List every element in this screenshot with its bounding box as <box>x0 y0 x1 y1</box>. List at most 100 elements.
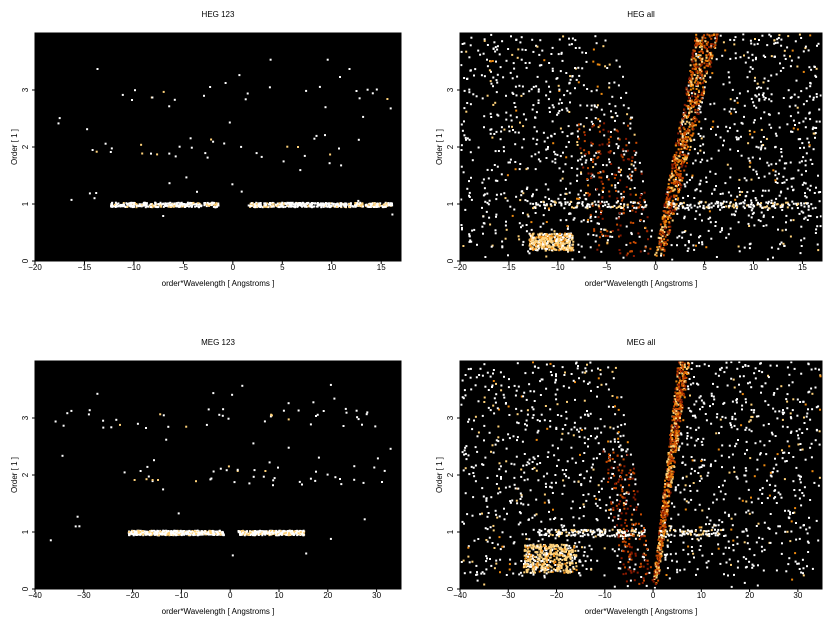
event-pixel <box>664 211 667 214</box>
event-pixel <box>735 136 738 139</box>
event-pixel <box>277 533 280 536</box>
event-pixel <box>535 244 538 247</box>
event-pixel <box>709 76 712 79</box>
event-pixel <box>704 80 707 83</box>
event-pixel <box>812 132 815 135</box>
event-pixel <box>802 120 805 123</box>
event-pixel <box>499 138 502 141</box>
event-pixel <box>522 240 525 243</box>
event-pixel <box>680 121 683 124</box>
event-pixel <box>608 161 611 164</box>
event-pixel <box>665 197 668 200</box>
event-pixel <box>162 90 165 93</box>
event-pixel <box>167 425 170 428</box>
event-pixel <box>479 513 482 516</box>
event-pixel <box>142 204 145 207</box>
event-pixel <box>645 204 648 207</box>
event-pixel <box>688 76 691 79</box>
event-pixel <box>593 124 595 127</box>
event-pixel <box>796 207 799 209</box>
event-pixel <box>531 108 534 111</box>
event-pixel <box>642 220 645 223</box>
event-pixel <box>134 89 136 92</box>
event-pixel <box>698 57 701 59</box>
event-pixel <box>537 540 540 543</box>
event-pixel <box>562 237 565 240</box>
event-pixel <box>529 243 531 246</box>
event-pixel <box>521 243 524 246</box>
event-pixel <box>748 205 751 208</box>
event-pixel <box>559 70 562 73</box>
event-pixel <box>137 529 140 532</box>
event-pixel <box>540 240 543 243</box>
event-pixel <box>595 210 597 213</box>
event-pixel <box>816 225 819 228</box>
event-pixel <box>547 241 550 244</box>
event-pixel <box>627 124 629 127</box>
event-pixel <box>286 202 289 205</box>
event-pixel <box>272 532 275 535</box>
event-pixel <box>370 204 373 207</box>
event-pixel <box>815 95 818 98</box>
event-pixel <box>679 203 682 206</box>
event-pixel <box>227 465 230 468</box>
event-pixel <box>576 141 579 144</box>
event-pixel <box>317 456 320 459</box>
event-pixel <box>646 216 649 219</box>
event-pixel <box>141 530 144 532</box>
event-pixel <box>540 232 543 235</box>
event-pixel <box>805 152 808 155</box>
event-pixel <box>672 167 675 170</box>
event-pixel <box>590 104 593 107</box>
event-pixel <box>629 210 632 212</box>
event-pixel <box>282 409 285 412</box>
event-pixel <box>691 67 694 70</box>
event-pixel <box>375 88 378 91</box>
event-pixel <box>669 211 672 214</box>
event-pixel <box>520 468 523 471</box>
event-pixel <box>622 122 625 125</box>
event-pixel <box>804 458 807 461</box>
event-pixel <box>806 187 809 190</box>
event-pixel <box>545 203 548 206</box>
event-pixel <box>663 226 666 229</box>
event-pixel <box>767 164 770 167</box>
event-pixel <box>818 200 821 203</box>
event-pixel <box>699 111 702 114</box>
event-pixel <box>689 137 692 140</box>
event-pixel <box>596 150 599 153</box>
event-pixel <box>581 202 584 205</box>
event-pixel <box>556 243 559 246</box>
event-pixel <box>548 238 551 240</box>
event-pixel <box>245 530 248 533</box>
event-pixel <box>179 529 182 532</box>
event-pixel <box>581 201 584 204</box>
event-pixel <box>574 67 576 69</box>
event-pixel <box>309 204 311 207</box>
event-pixel <box>699 190 702 193</box>
event-pixel <box>693 116 696 118</box>
event-pixel <box>691 77 694 80</box>
event-pixel <box>734 210 737 213</box>
event-pixel <box>165 531 168 534</box>
event-pixel <box>625 243 628 246</box>
event-pixel <box>575 206 578 209</box>
event-pixel <box>496 179 499 182</box>
event-pixel <box>468 233 471 236</box>
event-pixel <box>750 386 753 389</box>
event-pixel <box>120 204 123 207</box>
event-pixel <box>240 530 243 533</box>
event-pixel <box>490 116 493 118</box>
event-pixel <box>348 68 351 70</box>
event-pixel <box>132 204 135 207</box>
event-pixel <box>159 204 162 207</box>
event-pixel <box>804 182 807 185</box>
event-pixel <box>693 91 696 94</box>
event-pixel <box>556 153 559 156</box>
event-pixel <box>543 233 546 235</box>
event-pixel <box>625 144 628 147</box>
event-pixel <box>742 205 745 208</box>
event-pixel <box>488 216 491 219</box>
event-pixel <box>770 431 773 434</box>
event-pixel <box>609 150 612 153</box>
